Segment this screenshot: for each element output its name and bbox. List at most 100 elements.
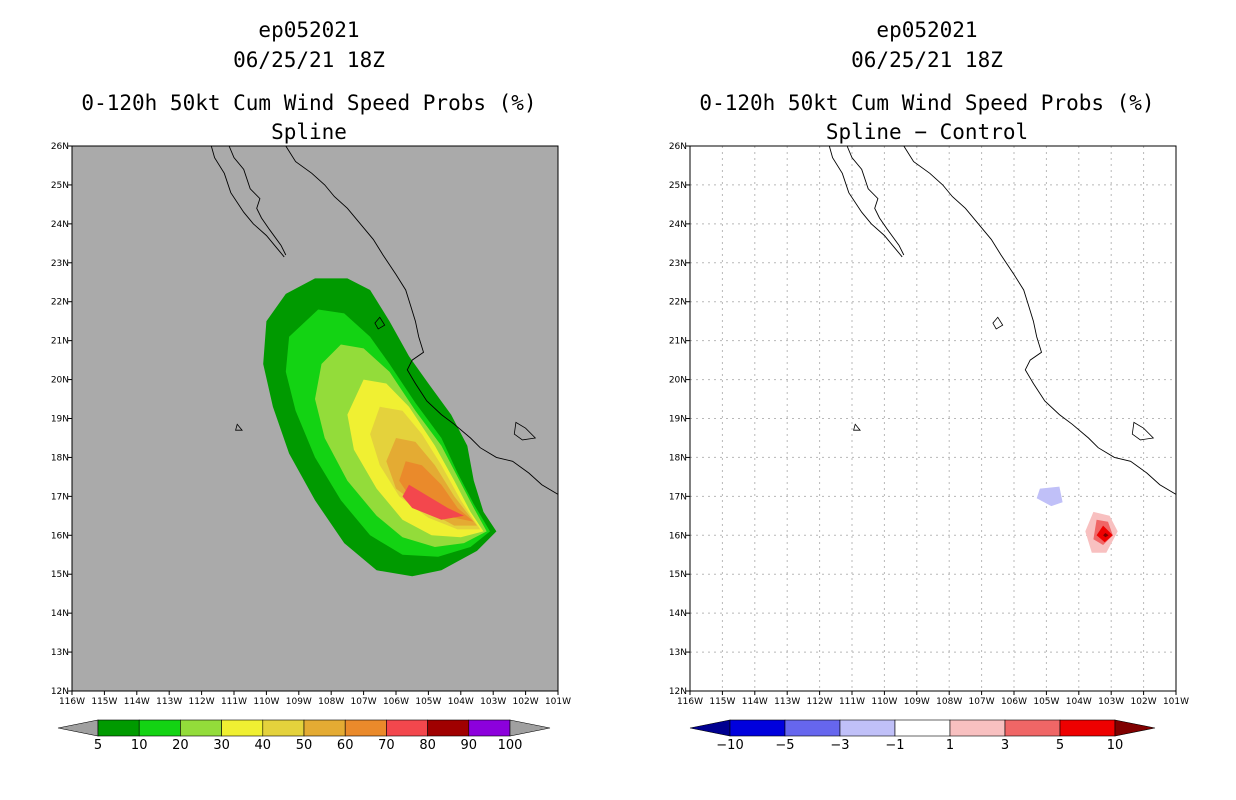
- colorbar-label: 5: [1056, 738, 1064, 753]
- colorbar-swatch: [262, 719, 305, 737]
- y-tick-label: 22N: [669, 298, 687, 308]
- contour-level-60: [399, 461, 474, 522]
- colorbar-label: 5: [94, 738, 102, 753]
- colorbar-label: −3: [830, 738, 849, 753]
- subtitle-left: Spline: [271, 120, 347, 144]
- title-left: 0-120h 50kt Cum Wind Speed Probs (%): [81, 91, 536, 115]
- colorbar-swatch: [138, 719, 181, 737]
- contour-level-10: [1103, 533, 1109, 538]
- colorbar-label: 70: [378, 738, 395, 753]
- map-background-right: [690, 146, 1176, 691]
- coastline-right: [828, 145, 1177, 495]
- x-tick-label: 115W: [91, 697, 117, 707]
- colorbar-swatch: [221, 719, 264, 737]
- y-tick-label: 14N: [669, 609, 687, 619]
- coastline-segment: [846, 145, 905, 256]
- island-outline: [374, 316, 386, 330]
- colorbar-label: 10: [1107, 738, 1124, 753]
- contour-layer-right: [1036, 486, 1118, 553]
- y-tick-label: 23N: [51, 259, 69, 269]
- x-axis-left: 116W 115W 114W 113W 112W 111W 110W 109W 108W 107W…: [59, 691, 571, 707]
- colorbar-swatch: [729, 719, 786, 737]
- datetime-right: 06/25/21 18Z: [851, 48, 1003, 72]
- x-tick-label: 107W: [969, 697, 995, 707]
- x-tick-label: 104W: [1066, 697, 1092, 707]
- colorbar-label: 3: [1001, 738, 1009, 753]
- coastline-segment: [228, 145, 287, 256]
- coastline-segment: [828, 145, 903, 258]
- x-tick-label: 105W: [1033, 697, 1059, 707]
- x-tick-label: 112W: [189, 697, 215, 707]
- island-outline: [992, 316, 1004, 330]
- contour-level-neg1: [1036, 486, 1063, 507]
- colorbar-label: 80: [419, 738, 436, 753]
- colorbar-right: −10 −5 −3 −1 1 3 5 10: [689, 719, 1156, 753]
- y-tick-label: 17N: [51, 492, 69, 502]
- colorbar-low-arrow: [57, 719, 99, 737]
- coastline-segment: [285, 145, 559, 495]
- y-tick-label: 17N: [669, 492, 687, 502]
- coastline-segment: [903, 145, 1177, 495]
- colorbar-swatch: [427, 719, 470, 737]
- island-outline: [513, 421, 537, 441]
- contour-level-70: [402, 484, 464, 520]
- colorbar-high-arrow: [509, 719, 551, 737]
- x-tick-label: 113W: [156, 697, 182, 707]
- colorbar-label: 20: [172, 738, 189, 753]
- y-tick-label: 13N: [669, 648, 687, 658]
- y-tick-label: 18N: [669, 453, 687, 463]
- storm-id-left: ep052021: [258, 18, 359, 42]
- colorbar-swatch: [344, 719, 387, 737]
- colorbar-swatch: [1059, 719, 1116, 737]
- colorbar-label: 10: [131, 738, 148, 753]
- colorbar-label: −5: [775, 738, 794, 753]
- colorbar-swatch: [303, 719, 346, 737]
- island-outline: [1131, 421, 1155, 441]
- x-tick-label: 114W: [124, 697, 150, 707]
- subtitle-right: Spline − Control: [826, 120, 1028, 144]
- y-tick-label: 14N: [51, 609, 69, 619]
- y-tick-label: 20N: [51, 376, 69, 386]
- x-tick-label: 110W: [253, 697, 279, 707]
- x-tick-label: 107W: [351, 697, 377, 707]
- title-right: 0-120h 50kt Cum Wind Speed Probs (%): [699, 91, 1154, 115]
- x-tick-label: 103W: [480, 697, 506, 707]
- x-tick-label: 111W: [839, 697, 865, 707]
- island-outline: [853, 423, 861, 431]
- x-tick-label: 106W: [383, 697, 409, 707]
- colorbar-label: 30: [213, 738, 230, 753]
- y-tick-label: 22N: [51, 298, 69, 308]
- colorbar-swatch: [180, 719, 222, 737]
- x-tick-label: 110W: [871, 697, 897, 707]
- gridlines-right: [690, 146, 1176, 691]
- y-tick-label: 19N: [669, 415, 687, 425]
- x-tick-label: 104W: [448, 697, 474, 707]
- colorbar-left: 5 10 20 30 40 50 60 70 80 90 100: [57, 719, 551, 753]
- y-tick-label: 16N: [51, 531, 69, 541]
- x-axis-right: 116W 115W 114W 113W 112W 111W 110W 109W 108W 107W…: [677, 691, 1189, 707]
- x-tick-label: 102W: [1131, 697, 1157, 707]
- colorbar-high-arrow: [1114, 719, 1156, 737]
- y-tick-label: 13N: [51, 648, 69, 658]
- x-tick-label: 103W: [1098, 697, 1124, 707]
- y-axis-right: 12N 13N 14N 15N 16N 17N 18N 19N 20N 21N 22N 23N 24N 2…: [669, 142, 690, 697]
- colorbar-label: 100: [498, 738, 523, 753]
- y-tick-label: 24N: [51, 220, 69, 230]
- y-tick-label: 18N: [51, 453, 69, 463]
- x-tick-label: 116W: [59, 697, 85, 707]
- coastline-segment: [210, 145, 285, 258]
- y-tick-label: 20N: [669, 376, 687, 386]
- y-tick-label: 25N: [51, 181, 69, 191]
- x-tick-label: 113W: [774, 697, 800, 707]
- x-tick-label: 106W: [1001, 697, 1027, 707]
- y-tick-label: 26N: [51, 142, 69, 152]
- y-tick-label: 12N: [51, 687, 69, 697]
- x-tick-label: 115W: [709, 697, 735, 707]
- storm-id-right: ep052021: [876, 18, 977, 42]
- colorbar-swatch: [949, 719, 1006, 737]
- y-tick-label: 25N: [669, 181, 687, 191]
- y-axis-left: 12N 13N 14N 15N 16N 17N 18N 19N 20N 21N 22N 23N 24N 2…: [51, 142, 72, 697]
- panel-spline-control: ep052021 06/25/21 18Z 0-120h 50kt Cum Wi…: [669, 18, 1189, 753]
- x-tick-label: 114W: [742, 697, 768, 707]
- colorbar-label: 40: [255, 738, 272, 753]
